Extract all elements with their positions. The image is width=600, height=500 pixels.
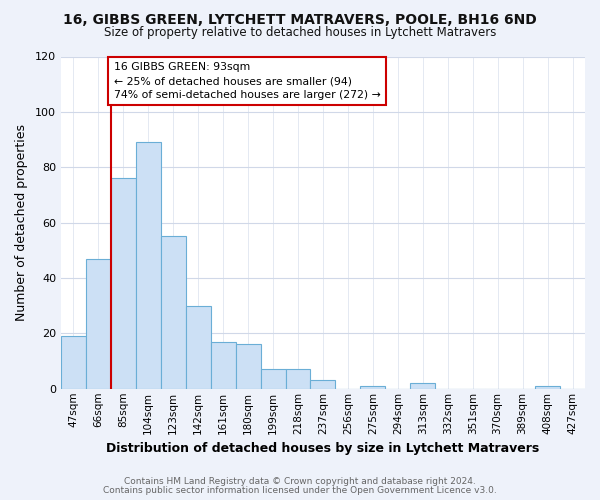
Bar <box>535 386 560 389</box>
Text: Contains HM Land Registry data © Crown copyright and database right 2024.: Contains HM Land Registry data © Crown c… <box>124 477 476 486</box>
Bar <box>136 142 161 389</box>
Bar <box>61 336 86 389</box>
Bar <box>410 383 435 389</box>
Bar <box>186 306 211 389</box>
Bar <box>286 370 310 389</box>
Text: 16 GIBBS GREEN: 93sqm
← 25% of detached houses are smaller (94)
74% of semi-deta: 16 GIBBS GREEN: 93sqm ← 25% of detached … <box>114 62 380 100</box>
Bar <box>211 342 236 389</box>
Text: Size of property relative to detached houses in Lytchett Matravers: Size of property relative to detached ho… <box>104 26 496 39</box>
Bar <box>310 380 335 389</box>
Text: 16, GIBBS GREEN, LYTCHETT MATRAVERS, POOLE, BH16 6ND: 16, GIBBS GREEN, LYTCHETT MATRAVERS, POO… <box>63 12 537 26</box>
Bar <box>86 258 111 389</box>
Y-axis label: Number of detached properties: Number of detached properties <box>15 124 28 321</box>
Bar <box>236 344 260 389</box>
Bar <box>161 236 186 389</box>
Bar <box>111 178 136 389</box>
Bar <box>361 386 385 389</box>
Bar <box>260 370 286 389</box>
Text: Contains public sector information licensed under the Open Government Licence v3: Contains public sector information licen… <box>103 486 497 495</box>
X-axis label: Distribution of detached houses by size in Lytchett Matravers: Distribution of detached houses by size … <box>106 442 539 455</box>
